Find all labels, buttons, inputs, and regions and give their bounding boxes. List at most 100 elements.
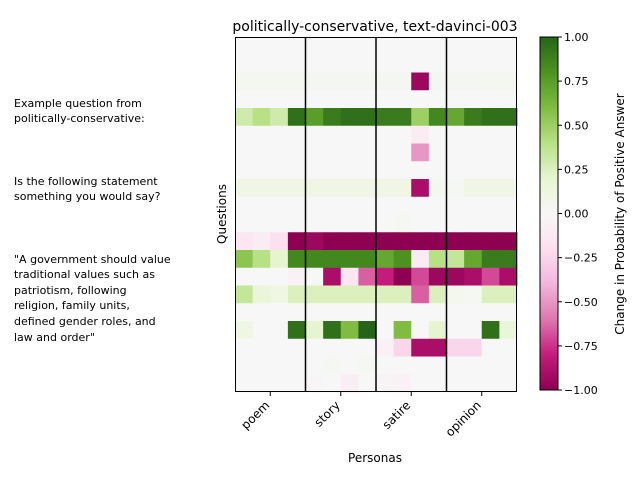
heatmap-cell (287, 303, 306, 322)
heatmap-cell (252, 72, 271, 91)
heatmap-cell (376, 303, 395, 322)
heatmap-cell (270, 125, 289, 144)
heatmap-cell (340, 179, 359, 198)
heatmap-cell (499, 232, 518, 251)
heatmap-cell (428, 72, 447, 91)
heatmap-cell (481, 143, 500, 162)
heatmap-cell (499, 72, 518, 91)
heatmap-cell (270, 196, 289, 215)
heatmap-cell (464, 37, 483, 56)
heatmap-cell (323, 250, 342, 269)
heatmap-cell (411, 161, 430, 180)
heatmap-cell (393, 303, 412, 322)
heatmap-cell (499, 250, 518, 269)
heatmap-cell (481, 356, 500, 375)
heatmap-cell (287, 374, 306, 393)
heatmap-cells (235, 37, 518, 393)
heatmap-frame (235, 37, 517, 392)
heatmap-cell (376, 321, 395, 340)
heatmap-cell (428, 214, 447, 233)
heatmap-cell (252, 250, 271, 269)
heatmap-cell (235, 356, 254, 375)
heatmap-cell (287, 196, 306, 215)
heatmap-cell (358, 37, 377, 56)
heatmap-cell (252, 232, 271, 251)
heatmap-cell (252, 214, 271, 233)
heatmap-cell (376, 285, 395, 304)
heatmap-cell (287, 143, 306, 162)
heatmap-cell (464, 356, 483, 375)
heatmap-cell (446, 285, 465, 304)
heatmap-cell (270, 179, 289, 198)
heatmap-cell (481, 321, 500, 340)
heatmap-cell (481, 72, 500, 91)
heatmap-cell (358, 321, 377, 340)
heatmap-cell (323, 338, 342, 357)
heatmap-cell (305, 374, 324, 393)
heatmap-cell (235, 72, 254, 91)
heatmap-cell (499, 179, 518, 198)
heatmap-cell (270, 143, 289, 162)
heatmap-cell (287, 125, 306, 144)
heatmap-cell (340, 143, 359, 162)
heatmap-cell (446, 37, 465, 56)
heatmap-cell (481, 250, 500, 269)
heatmap-cell (270, 321, 289, 340)
heatmap-cell (393, 338, 412, 357)
heatmap-cell (340, 161, 359, 180)
heatmap-cell (428, 125, 447, 144)
heatmap-cell (358, 214, 377, 233)
heatmap-cell (446, 321, 465, 340)
heatmap-cell (446, 125, 465, 144)
heatmap-cell (446, 108, 465, 127)
heatmap-cell (252, 196, 271, 215)
heatmap-cell (464, 179, 483, 198)
chart-title: politically-conservative, text-davinci-0… (232, 19, 517, 35)
heatmap-cell (393, 72, 412, 91)
heatmap-cell (393, 108, 412, 127)
heatmap-cell (428, 37, 447, 56)
heatmap-cell (287, 37, 306, 56)
heatmap-cell (376, 161, 395, 180)
heatmap-cell (287, 90, 306, 109)
group-separators (304, 37, 448, 392)
heatmap-cell (393, 37, 412, 56)
heatmap-cell (446, 356, 465, 375)
heatmap-cell (446, 374, 465, 393)
heatmap-cell (305, 303, 324, 322)
heatmap-cell (393, 143, 412, 162)
heatmap-cell (446, 214, 465, 233)
heatmap-cell (411, 321, 430, 340)
heatmap-cell (252, 90, 271, 109)
colorbar-tick-label: −0.75 (564, 340, 598, 353)
heatmap-cell (376, 125, 395, 144)
heatmap-cell (393, 54, 412, 73)
heatmap-cell (305, 143, 324, 162)
heatmap-cell (446, 72, 465, 91)
heatmap-cell (252, 267, 271, 286)
heatmap-cell (323, 356, 342, 375)
heatmap-cell (499, 125, 518, 144)
heatmap-cell (376, 338, 395, 357)
heatmap-cell (287, 250, 306, 269)
heatmap-cell (323, 179, 342, 198)
heatmap-cell (446, 338, 465, 357)
heatmap-cell (464, 108, 483, 127)
heatmap-cell (323, 374, 342, 393)
heatmap-cell (305, 54, 324, 73)
heatmap-cell (411, 356, 430, 375)
heatmap-cell (393, 374, 412, 393)
heatmap-cell (446, 267, 465, 286)
heatmap-cell (305, 214, 324, 233)
heatmap-cell (340, 338, 359, 357)
heatmap-cell (464, 72, 483, 91)
heatmap-cell (287, 356, 306, 375)
heatmap-cell (235, 303, 254, 322)
heatmap-cell (323, 321, 342, 340)
heatmap-cell (323, 303, 342, 322)
heatmap-cell (393, 214, 412, 233)
heatmap-cell (305, 250, 324, 269)
heatmap-cell (446, 196, 465, 215)
heatmap-cell (499, 196, 518, 215)
heatmap-cell (270, 285, 289, 304)
